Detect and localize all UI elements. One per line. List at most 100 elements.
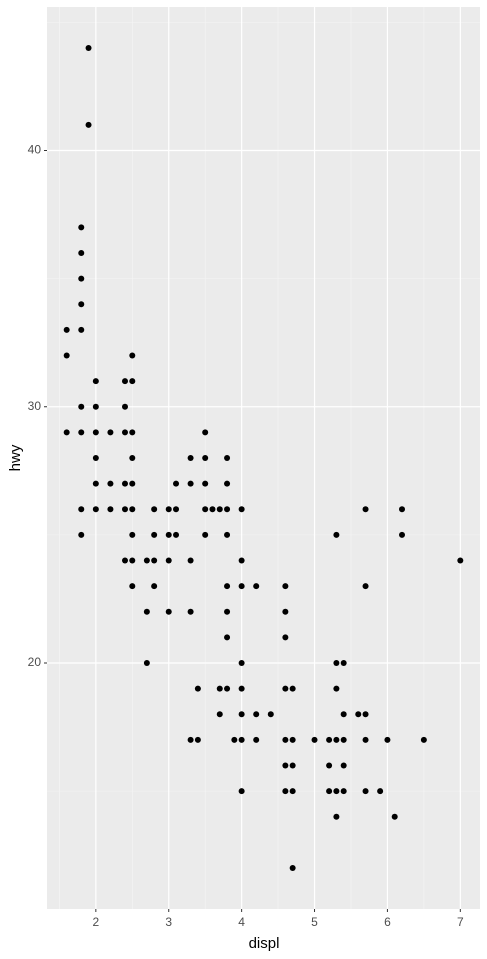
point <box>457 557 464 564</box>
point <box>187 480 194 487</box>
point <box>78 250 85 256</box>
y-axis-title: hwy <box>7 444 24 471</box>
point <box>165 531 172 538</box>
point <box>129 531 136 538</box>
point <box>340 762 347 769</box>
point <box>362 788 369 795</box>
x-tick-label: 4 <box>238 915 245 929</box>
point <box>129 557 136 564</box>
point <box>238 736 245 743</box>
point <box>333 736 340 743</box>
point <box>238 583 245 590</box>
point <box>326 788 333 795</box>
point <box>151 583 158 590</box>
point <box>253 583 260 590</box>
point <box>129 378 136 385</box>
point <box>92 480 99 487</box>
point <box>63 326 70 333</box>
point <box>282 634 289 641</box>
x-tick-label: 6 <box>384 915 391 929</box>
point <box>355 711 362 718</box>
point <box>289 788 296 795</box>
point <box>326 736 333 743</box>
point <box>107 506 114 513</box>
point <box>194 685 201 692</box>
point <box>92 378 99 385</box>
point <box>63 429 70 436</box>
point <box>173 506 180 513</box>
point <box>78 531 85 538</box>
point <box>165 557 172 564</box>
point <box>78 275 85 282</box>
panel <box>47 7 480 909</box>
point <box>129 352 136 359</box>
point <box>224 506 231 513</box>
point <box>326 762 333 769</box>
point <box>231 736 238 743</box>
y-tick-label: 40 <box>28 143 42 157</box>
point <box>121 480 128 487</box>
point <box>78 224 85 231</box>
point <box>399 531 406 538</box>
point <box>187 557 194 564</box>
point <box>333 813 340 820</box>
point <box>224 685 231 692</box>
point <box>340 788 347 795</box>
point <box>224 583 231 590</box>
point <box>85 45 92 51</box>
point <box>194 736 201 743</box>
point <box>333 788 340 795</box>
point <box>224 531 231 538</box>
point <box>129 506 136 513</box>
point <box>129 480 136 487</box>
point <box>216 685 223 692</box>
point <box>224 455 231 461</box>
point <box>121 557 128 564</box>
point <box>282 762 289 769</box>
point <box>78 429 85 436</box>
y-tick-label: 30 <box>28 399 42 413</box>
point <box>333 685 340 692</box>
point <box>289 685 296 692</box>
point <box>202 480 209 487</box>
point <box>311 736 318 743</box>
point <box>63 352 70 359</box>
point <box>209 506 216 513</box>
x-tick-label: 2 <box>92 915 99 929</box>
x-tick-label: 7 <box>457 915 464 929</box>
point <box>399 506 406 513</box>
point <box>362 506 369 513</box>
point <box>238 660 245 666</box>
point <box>238 685 245 692</box>
point <box>121 378 128 385</box>
point <box>78 506 85 513</box>
point <box>282 685 289 692</box>
point <box>238 711 245 718</box>
point <box>377 788 384 795</box>
point <box>238 506 245 513</box>
point <box>92 429 99 436</box>
point <box>151 506 158 513</box>
point <box>151 557 158 564</box>
point <box>107 429 114 436</box>
point <box>224 608 231 615</box>
point <box>187 608 194 615</box>
point <box>121 429 128 436</box>
point <box>78 403 85 410</box>
point <box>78 301 85 308</box>
point <box>282 608 289 615</box>
point <box>173 531 180 538</box>
point <box>143 608 150 615</box>
point <box>187 736 194 743</box>
point <box>129 583 136 590</box>
point <box>253 736 260 743</box>
point <box>129 455 136 461</box>
point <box>92 455 99 461</box>
x-tick-label: 3 <box>165 915 172 929</box>
point <box>202 455 209 461</box>
point <box>384 736 391 743</box>
point <box>224 634 231 641</box>
point <box>202 429 209 436</box>
point <box>340 736 347 743</box>
